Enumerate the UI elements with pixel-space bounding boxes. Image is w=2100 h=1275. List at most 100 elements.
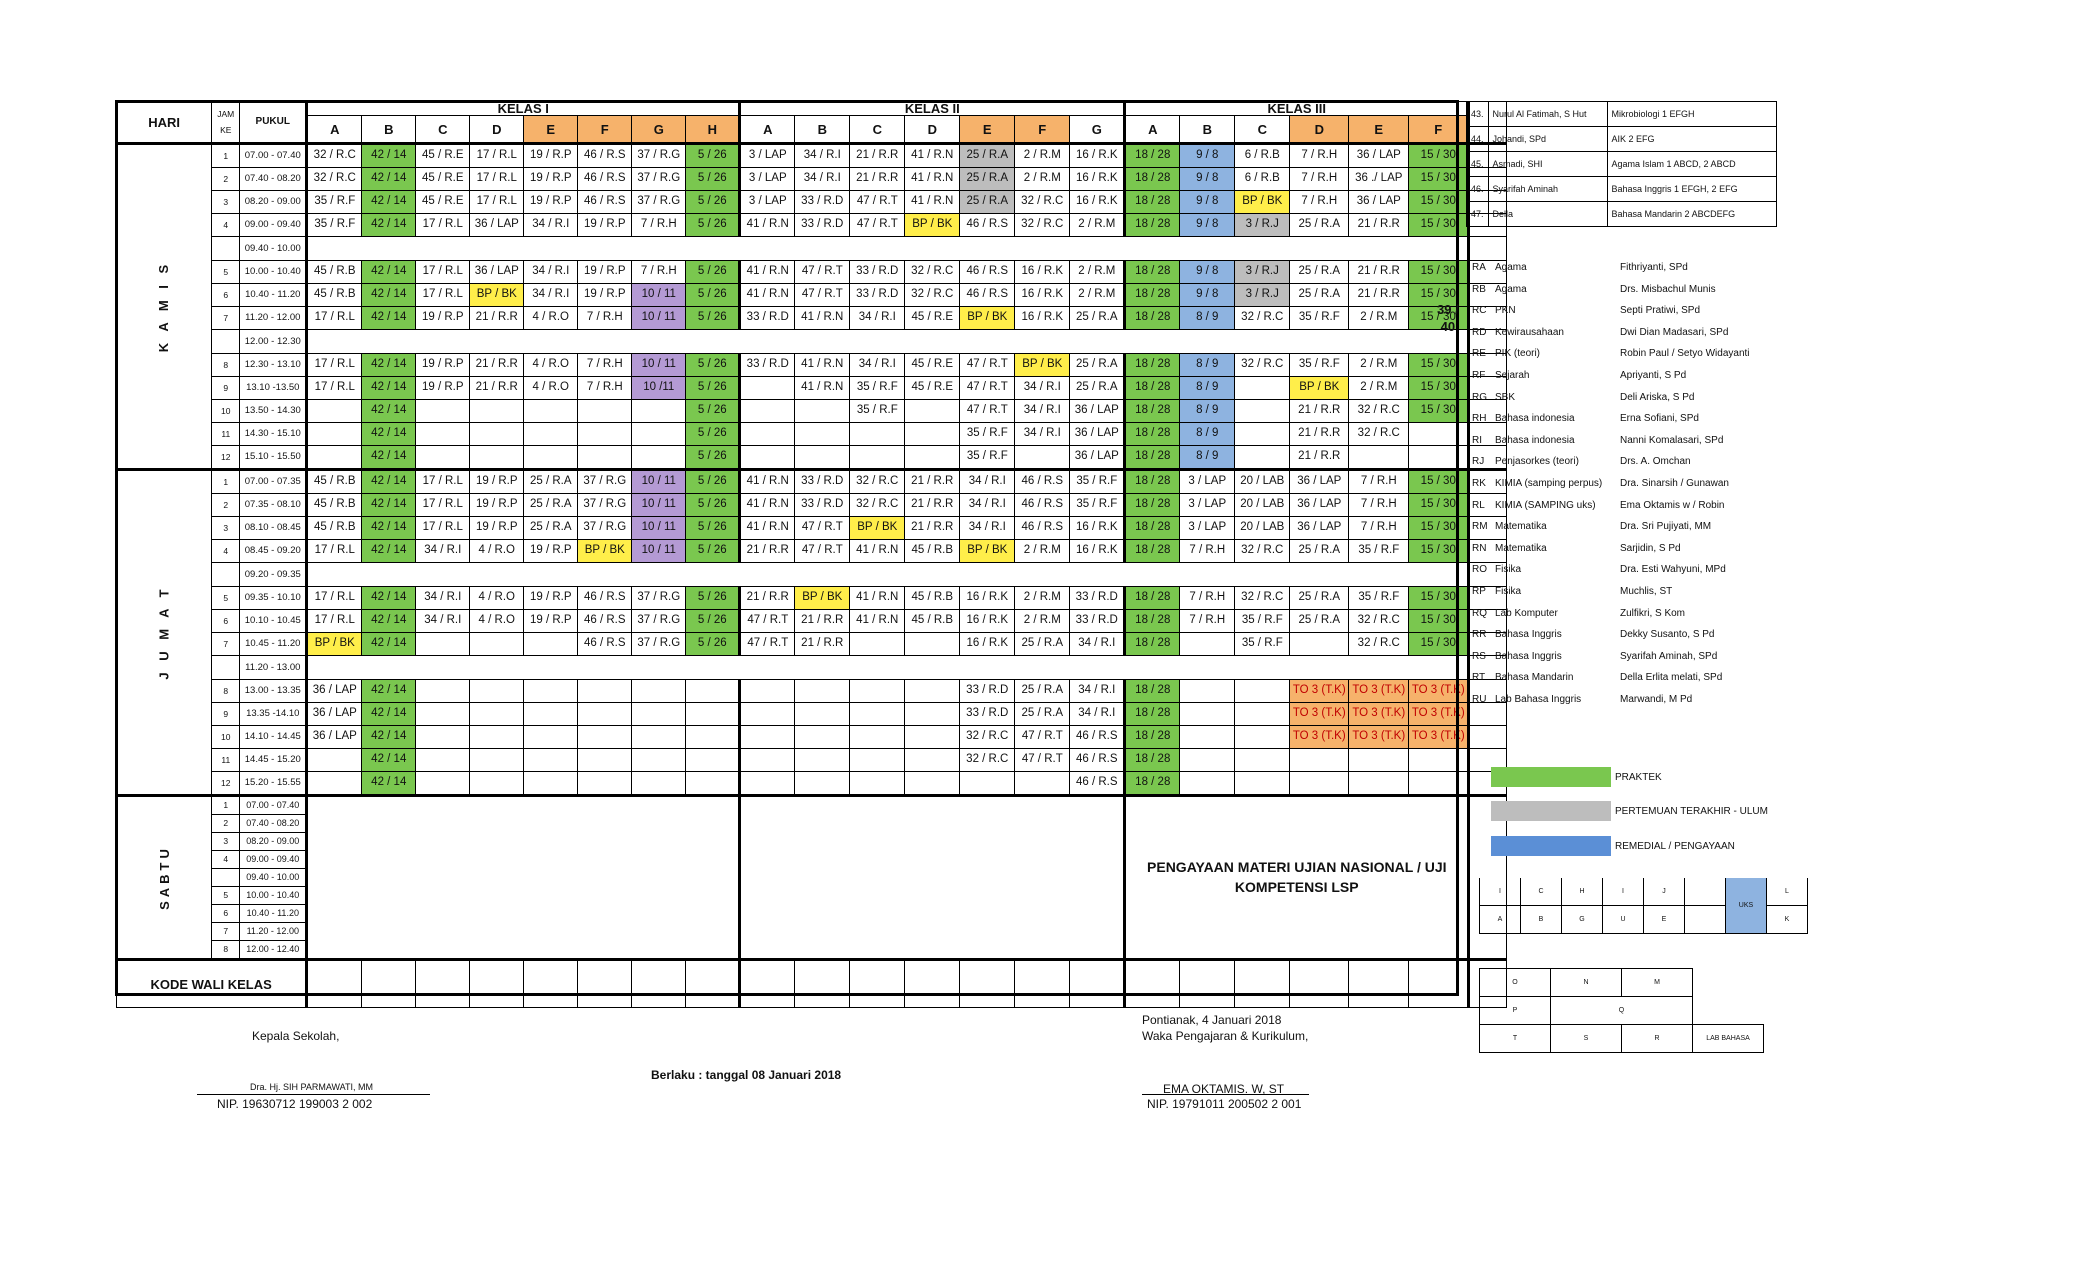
lesson-cell: 46 / R.S: [959, 213, 1016, 237]
kode-wali-cell: [1069, 958, 1126, 1008]
lesson-cell: 41 / R.N: [849, 539, 906, 563]
lesson-cell: [904, 632, 961, 656]
kode-wali-cell: [1234, 958, 1291, 1008]
subject-subj: Agama: [1495, 262, 1527, 273]
kepala-sekolah-nip: NIP. 19630712 199003 2 002: [217, 1097, 373, 1111]
lesson-cell: 3 / LAP: [738, 142, 796, 168]
lesson-cell: 36 / LAP: [469, 260, 525, 284]
lesson-cell: 21 / R.R: [738, 539, 796, 563]
waka-signature-line: [1142, 1094, 1309, 1095]
lesson-cell: 16 / R.K: [1014, 260, 1071, 284]
side-col-cell: [1467, 702, 1508, 726]
berlaku-date: Berlaku : tanggal 08 Januari 2018: [651, 1068, 842, 1082]
kode-wali-cell: [1408, 958, 1470, 1008]
jam-ke-cell: 8: [211, 940, 241, 960]
lesson-cell: [523, 702, 579, 726]
lesson-cell: 5 / 26: [685, 167, 741, 191]
jam-ke-cell: 4: [211, 539, 241, 563]
lesson-cell: [685, 748, 741, 772]
subject-subj: Bahasa Mandarin: [1495, 672, 1574, 684]
jam-ke-cell: 3: [211, 832, 241, 851]
subject-subj: Bahasa indonesia: [1495, 434, 1575, 446]
room-cell: [1692, 968, 1764, 997]
kelas2-sub-b: B: [794, 115, 851, 144]
jam-ke-cell: 11: [211, 422, 241, 446]
pukul-cell: 09.35 - 10.10: [239, 586, 308, 610]
lesson-cell: [305, 422, 363, 446]
lesson-cell: 45 / R.E: [904, 353, 961, 377]
lesson-cell: 46 / R.S: [1014, 493, 1071, 517]
lesson-cell: 4 / R.O: [469, 539, 525, 563]
lesson-cell: [469, 445, 525, 470]
lesson-cell: 8 / 9: [1179, 445, 1236, 470]
pukul-cell: 10.45 - 11.20: [239, 632, 308, 656]
subject-subj: Fisika: [1495, 564, 1522, 576]
lesson-cell: 34 / R.I: [415, 586, 471, 610]
lesson-cell: 21 / R.R: [1348, 213, 1410, 237]
subject-subj: Fisika: [1495, 586, 1522, 597]
lesson-cell: 42 / 14: [361, 190, 417, 214]
lesson-cell: 10 / 11: [631, 516, 687, 540]
lesson-cell: 42 / 14: [361, 260, 417, 284]
room-cell: LAB BAHASA: [1692, 1024, 1764, 1053]
lesson-cell: 21 / R.R: [469, 376, 525, 400]
kelas2-sub-c: C: [849, 115, 906, 144]
lesson-cell: 25 / R.A: [523, 468, 579, 494]
lesson-cell: 41 / R.N: [738, 260, 796, 284]
lesson-cell: [1289, 771, 1350, 796]
lesson-cell: 18 / 28: [1123, 445, 1181, 470]
lesson-cell: 3 / LAP: [1179, 493, 1236, 517]
lesson-cell: [1289, 632, 1350, 656]
lesson-cell: 17 / R.L: [305, 306, 363, 330]
lesson-cell: 7 / R.H: [1289, 190, 1350, 214]
lesson-cell: 20 / LAB: [1234, 516, 1291, 540]
hari-header: HARI: [115, 101, 213, 144]
lesson-cell: 34 / R.I: [849, 306, 906, 330]
jumat-row: 6 10.10 - 10.45 17 / R.L 42 / 14 34 / R.I 4 /…: [117, 609, 1508, 633]
lesson-cell: 15 / 30: [1408, 376, 1470, 400]
lesson-cell: 2 / R.M: [1014, 167, 1071, 191]
lesson-cell: [1408, 445, 1470, 470]
lesson-cell: [904, 771, 961, 796]
subject-code: RM: [1472, 521, 1488, 533]
lesson-cell: 19 / R.P: [523, 142, 579, 168]
kelas2-header: KELAS II: [738, 101, 1126, 116]
lesson-cell: 4 / R.O: [469, 609, 525, 633]
lesson-cell: 18 / 28: [1123, 353, 1181, 377]
lesson-cell: TO 3 (T.K): [1348, 702, 1410, 726]
room-cell: T: [1479, 1024, 1551, 1053]
lesson-cell: [794, 422, 851, 446]
lesson-cell: 5 / 26: [685, 190, 741, 214]
legend-pertemuan-label: PERTEMUAN TERAKHIR - ULUM: [1615, 806, 1768, 817]
lesson-cell: 46 / R.S: [577, 632, 633, 656]
subject-teacher: Deli Ariska, S Pd: [1620, 391, 1695, 403]
subject-subj: KIMIA (samping perpus): [1495, 478, 1603, 489]
kelas1-sub-f: F: [577, 115, 633, 144]
lesson-cell: 34 / R.I: [959, 516, 1016, 540]
lesson-cell: [631, 771, 687, 796]
room-cell: M: [1621, 968, 1693, 997]
lesson-cell: 25 / R.A: [1289, 213, 1350, 237]
lesson-cell: [794, 679, 851, 703]
kode-wali-cell: [1014, 958, 1071, 1008]
side-col-cell: [1467, 260, 1508, 284]
lesson-cell: BP / BK: [849, 516, 906, 540]
lesson-cell: 45 / R.B: [305, 493, 363, 517]
lesson-cell: [1348, 771, 1410, 796]
kamis-row: 09.40 - 10.00: [117, 236, 1508, 261]
lesson-cell: 19 / R.P: [523, 167, 579, 191]
jumat-row: 2 07.35 - 08.10 45 / R.B 42 / 14 17 / R.L 19 …: [117, 493, 1508, 517]
legend-remedial-label: REMEDIAL / PENGAYAAN: [1615, 841, 1735, 852]
lesson-cell: 36 / LAP: [469, 213, 525, 237]
lesson-cell: 2 / R.M: [1014, 539, 1071, 563]
pukul-cell: 13.00 - 13.35: [239, 679, 308, 703]
lesson-cell: 7 / R.H: [1179, 586, 1236, 610]
lesson-cell: 32 / R.C: [305, 167, 363, 191]
lesson-cell: [1179, 679, 1236, 703]
room-cell: K: [1766, 905, 1808, 934]
lesson-cell: 32 / R.C: [849, 468, 906, 494]
lesson-cell: 18 / 28: [1123, 213, 1181, 237]
lesson-cell: 42 / 14: [361, 586, 417, 610]
lesson-cell: 34 / R.I: [959, 493, 1016, 517]
